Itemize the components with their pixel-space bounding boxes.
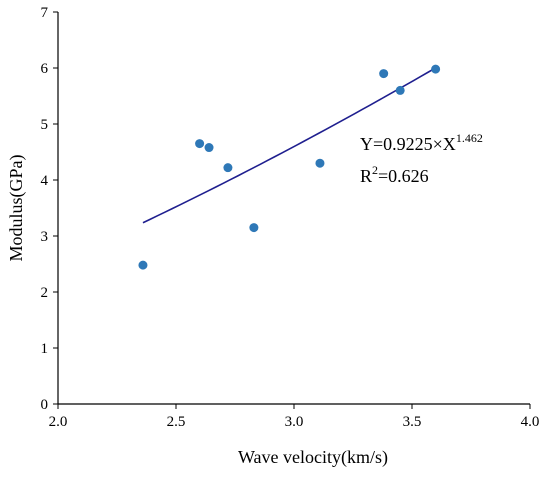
data-point bbox=[195, 139, 205, 149]
fit-equation: Y=0.9225×X1.462 bbox=[360, 131, 483, 154]
x-tick-label: 3.0 bbox=[285, 414, 304, 430]
axes bbox=[57, 12, 530, 405]
x-tick-label: 2.5 bbox=[167, 414, 186, 430]
x-tick-label: 2.0 bbox=[49, 414, 68, 430]
data-points bbox=[138, 64, 441, 270]
data-point bbox=[138, 260, 148, 270]
y-tick-label: 5 bbox=[41, 117, 49, 133]
data-point bbox=[379, 69, 389, 79]
ticks: 2.0 2.5 3.0 3.5 4.0 0 1 2 3 4 5 6 7 bbox=[41, 5, 540, 430]
fit-equation-exponent: 1.462 bbox=[456, 131, 483, 145]
y-tick-label: 7 bbox=[41, 5, 49, 21]
data-point bbox=[395, 85, 405, 95]
r-squared-superscript: 2 bbox=[372, 163, 378, 177]
y-tick-label: 4 bbox=[41, 173, 49, 189]
data-point bbox=[204, 143, 214, 153]
y-axis-label: Modulus(GPa) bbox=[6, 154, 27, 261]
y-tick-label: 2 bbox=[41, 285, 49, 301]
y-tick-label: 3 bbox=[41, 229, 49, 245]
r-squared-base: R bbox=[360, 166, 372, 186]
y-tick-label: 1 bbox=[41, 341, 49, 357]
fit-line-group bbox=[142, 67, 436, 224]
fit-equation-main: Y=0.9225×X bbox=[360, 134, 456, 154]
y-tick-label: 0 bbox=[41, 397, 49, 413]
y-tick-label: 6 bbox=[41, 61, 49, 77]
data-point bbox=[223, 163, 233, 173]
x-tick-label: 4.0 bbox=[521, 414, 540, 430]
data-point bbox=[315, 158, 325, 168]
x-tick-label: 3.5 bbox=[403, 414, 422, 430]
data-point bbox=[249, 223, 259, 233]
r-squared-value: =0.626 bbox=[378, 166, 429, 186]
fit-line bbox=[142, 67, 436, 224]
x-axis-label: Wave velocity(km/s) bbox=[238, 447, 388, 468]
r-squared-label: R2=0.626 bbox=[360, 163, 429, 186]
data-point bbox=[431, 64, 441, 74]
